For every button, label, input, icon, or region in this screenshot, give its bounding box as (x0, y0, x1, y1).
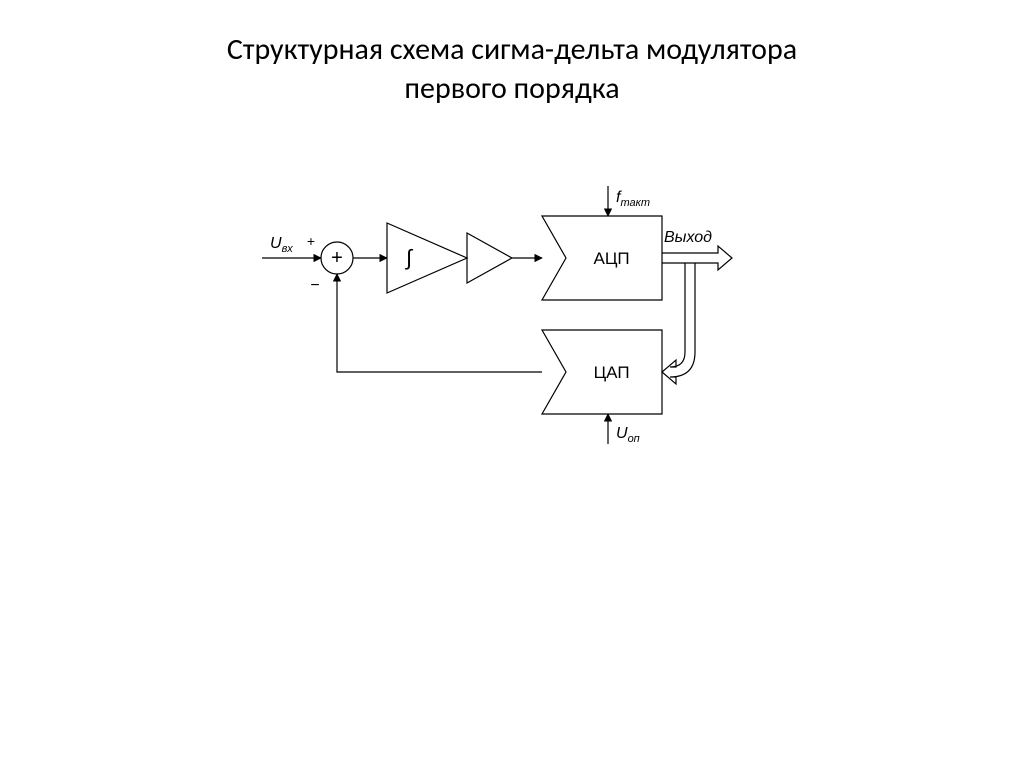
svg-text:ЦАП: ЦАП (594, 363, 630, 382)
svg-text:+: + (307, 233, 315, 249)
title-line-1: Структурная схема сигма-дельта модулятор… (227, 31, 797, 68)
svg-text:+: + (331, 247, 343, 269)
svg-text:Uвх: Uвх (270, 235, 293, 255)
svg-text:АЦП: АЦП (594, 249, 630, 268)
svg-text:Выход: Выход (664, 229, 712, 246)
svg-text:−: − (310, 277, 319, 294)
svg-text:∫: ∫ (404, 245, 414, 270)
svg-text:fтакт: fтакт (616, 189, 650, 209)
page-title: Структурная схема сигма-дельта модулятор… (0, 0, 1024, 108)
svg-text:Uоп: Uоп (616, 425, 640, 445)
title-line-2: первого порядка (404, 70, 619, 107)
sigma-delta-diagram: Uвх+−+∫АЦПЦАПfтактВыходUоп (242, 168, 782, 498)
diagram-container: Uвх+−+∫АЦПЦАПfтактВыходUоп (0, 168, 1024, 498)
